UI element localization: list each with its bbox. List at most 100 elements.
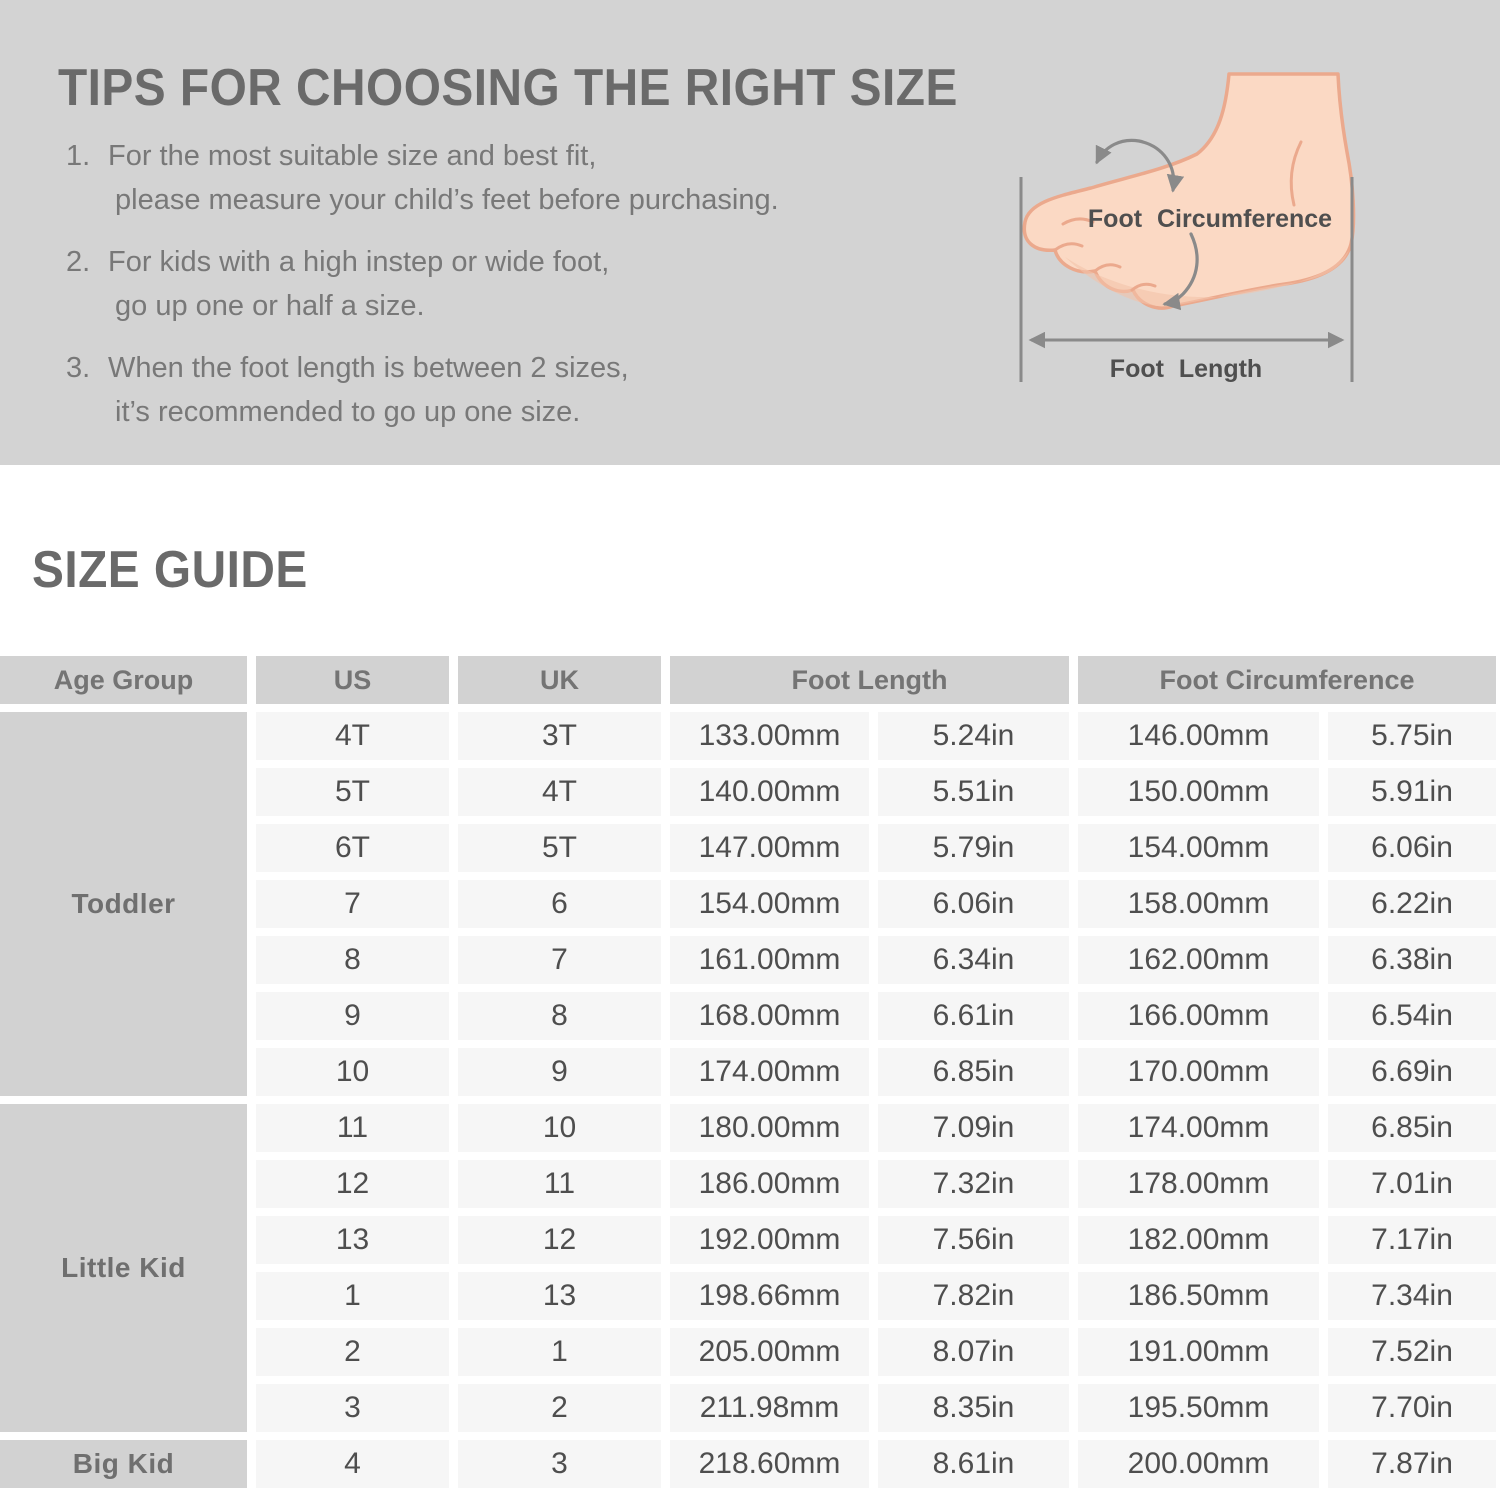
cell-fl_mm: 205.00mm <box>670 1328 869 1376</box>
cell-fc_in: 5.75in <box>1328 712 1497 760</box>
tip-item: 2. For kids with a high instep or wide f… <box>66 240 946 328</box>
cell-us: 2 <box>256 1328 449 1376</box>
cell-fc_in: 7.70in <box>1328 1384 1497 1432</box>
tip-item: 3. When the foot length is between 2 siz… <box>66 346 946 434</box>
cell-uk: 6 <box>458 880 661 928</box>
header-uk: UK <box>458 656 661 704</box>
cell-fl_mm: 168.00mm <box>670 992 869 1040</box>
cell-uk: 11 <box>458 1160 661 1208</box>
cell-fl_in: 5.24in <box>878 712 1070 760</box>
cell-us: 6T <box>256 824 449 872</box>
cell-us: 4T <box>256 712 449 760</box>
foot-illustration: Foot Circumference Foot Length <box>1019 72 1356 383</box>
cell-fc_in: 6.85in <box>1328 1104 1497 1152</box>
cell-uk: 7 <box>458 936 661 984</box>
cell-fc_mm: 158.00mm <box>1078 880 1320 928</box>
table-row: 10 9 174.00mm 6.85in 170.00mm 6.69in <box>0 1048 1497 1096</box>
cell-fc_in: 7.17in <box>1328 1216 1497 1264</box>
tips-list: 1. For the most suitable size and best f… <box>66 134 946 452</box>
cell-us: 5T <box>256 768 449 816</box>
cell-uk: 5T <box>458 824 661 872</box>
cell-us: 12 <box>256 1160 449 1208</box>
cell-us: 11 <box>256 1104 449 1152</box>
size-guide-title: SIZE GUIDE <box>32 541 308 599</box>
cell-fc_in: 6.38in <box>1328 936 1497 984</box>
cell-fc_mm: 146.00mm <box>1078 712 1320 760</box>
cell-uk: 13 <box>458 1272 661 1320</box>
cell-fc_in: 6.54in <box>1328 992 1497 1040</box>
cell-us: 13 <box>256 1216 449 1264</box>
foot-circumference-arrow <box>1095 138 1199 311</box>
cell-fc_in: 6.69in <box>1328 1048 1497 1096</box>
cell-uk: 9 <box>458 1048 661 1096</box>
tip-line: it’s recommended to go up one size. <box>115 396 581 428</box>
cell-fc_in: 7.34in <box>1328 1272 1497 1320</box>
size-table-body: Toddler 4T 3T 133.00mm 5.24in 146.00mm 5.75in 5… <box>0 712 1497 1488</box>
cell-fc_mm: 154.00mm <box>1078 824 1320 872</box>
cell-uk: 3 <box>458 1440 661 1488</box>
tip-number: 2. <box>66 246 91 278</box>
tip-line: For the most suitable size and best fit, <box>108 140 597 172</box>
table-row: 1 13 198.66mm 7.82in 186.50mm 7.34in <box>0 1272 1497 1320</box>
table-row: Little Kid 11 10 180.00mm 7.09in 174.00mm 6.85… <box>0 1104 1497 1432</box>
table-row: Big Kid 4 3 218.60mm 8.61in 200.00mm 7.87in <box>0 1440 1497 1488</box>
header-age-group: Age Group <box>0 656 247 704</box>
cell-fl_in: 7.32in <box>878 1160 1070 1208</box>
table-row: 13 12 192.00mm 7.56in 182.00mm 7.17in <box>0 1216 1497 1264</box>
foot-length-arrow <box>1019 177 1354 382</box>
cell-fc_mm: 200.00mm <box>1078 1440 1320 1488</box>
cell-fc_mm: 195.50mm <box>1078 1384 1320 1432</box>
cell-fc_mm: 166.00mm <box>1078 992 1320 1040</box>
table-row: 2 1 205.00mm 8.07in 191.00mm 7.52in <box>0 1328 1497 1376</box>
cell-fc_mm: 174.00mm <box>1078 1104 1320 1152</box>
cell-fc_mm: 170.00mm <box>1078 1048 1320 1096</box>
cell-fl_mm: 140.00mm <box>670 768 869 816</box>
cell-fl_mm: 174.00mm <box>670 1048 869 1096</box>
cell-uk: 12 <box>458 1216 661 1264</box>
cell-fl_mm: 198.66mm <box>670 1272 869 1320</box>
cell-us: 9 <box>256 992 449 1040</box>
table-row: 8 7 161.00mm 6.34in 162.00mm 6.38in <box>0 936 1497 984</box>
cell-fc_in: 6.06in <box>1328 824 1497 872</box>
cell-us: 10 <box>256 1048 449 1096</box>
cell-fl_in: 6.61in <box>878 992 1070 1040</box>
tip-text: For the most suitable size and best fit,… <box>108 134 779 222</box>
age-group-cell: Big Kid <box>0 1440 247 1488</box>
tip-line: When the foot length is between 2 sizes, <box>108 352 629 384</box>
tip-line: go up one or half a size. <box>115 290 425 322</box>
foot-circumference-label: Foot Circumference <box>1088 205 1332 233</box>
tip-number: 1. <box>66 140 91 172</box>
cell-fc_mm: 191.00mm <box>1078 1328 1320 1376</box>
cell-fl_in: 5.51in <box>878 768 1070 816</box>
cell-uk: 1 <box>458 1328 661 1376</box>
header-foot-length: Foot Length <box>670 656 1070 704</box>
table-row: 3 2 211.98mm 8.35in 195.50mm 7.70in <box>0 1384 1497 1432</box>
cell-fc_in: 5.91in <box>1328 768 1497 816</box>
cell-fl_in: 5.79in <box>878 824 1070 872</box>
cell-uk: 8 <box>458 992 661 1040</box>
size-guide-table: Age Group US UK Foot Length Foot Circumf… <box>0 648 1500 1496</box>
table-row: 9 8 168.00mm 6.61in 166.00mm 6.54in <box>0 992 1497 1040</box>
tip-item: 1. For the most suitable size and best f… <box>66 134 946 222</box>
foot-shape-icon <box>1022 72 1356 310</box>
cell-fl_in: 7.56in <box>878 1216 1070 1264</box>
cell-fl_in: 6.85in <box>878 1048 1070 1096</box>
cell-fl_in: 8.07in <box>878 1328 1070 1376</box>
age-group-cell: Little Kid <box>0 1104 247 1432</box>
cell-us: 1 <box>256 1272 449 1320</box>
table-row: Toddler 4T 3T 133.00mm 5.24in 146.00mm 5.75in <box>0 712 1497 1096</box>
cell-uk: 4T <box>458 768 661 816</box>
cell-fc_in: 7.87in <box>1328 1440 1497 1488</box>
cell-us: 7 <box>256 880 449 928</box>
cell-fl_in: 6.06in <box>878 880 1070 928</box>
cell-fl_mm: 180.00mm <box>670 1104 869 1152</box>
cell-fl_mm: 133.00mm <box>670 712 869 760</box>
cell-us: 8 <box>256 936 449 984</box>
tip-line: please measure your child’s feet before … <box>115 184 779 216</box>
tips-banner: TIPS FOR CHOOSING THE RIGHT SIZE 1. For … <box>0 0 1500 465</box>
cell-fc_mm: 150.00mm <box>1078 768 1320 816</box>
cell-fl_in: 8.35in <box>878 1384 1070 1432</box>
age-group-cell: Toddler <box>0 712 247 1096</box>
table-row: 5T 4T 140.00mm 5.51in 150.00mm 5.91in <box>0 768 1497 816</box>
cell-fc_in: 7.01in <box>1328 1160 1497 1208</box>
